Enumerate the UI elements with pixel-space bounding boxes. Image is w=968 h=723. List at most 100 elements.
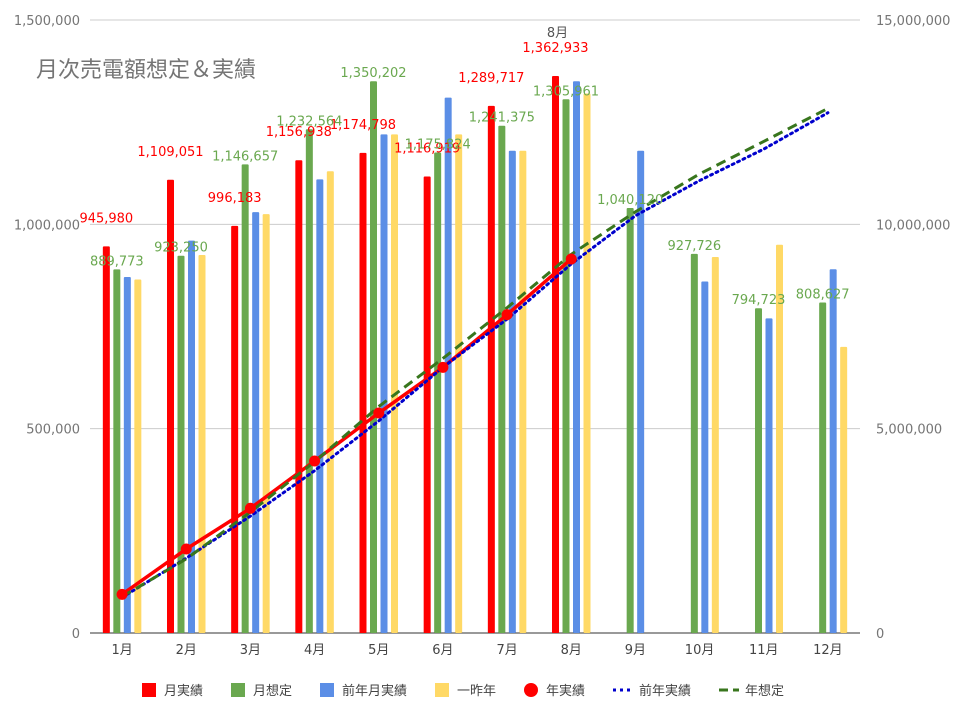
legend-label: 月実績	[164, 683, 203, 699]
bar	[326, 171, 334, 633]
gridlines	[90, 19, 860, 634]
data-label: 1,146,657	[212, 149, 278, 164]
x-axis-tick-label: 8月	[561, 643, 582, 658]
line-annual-actual	[120, 257, 573, 597]
x-axis-tick-label: 6月	[432, 643, 453, 658]
cumulative-lines	[116, 107, 830, 600]
bar	[755, 308, 762, 633]
legend-label: 年想定	[745, 683, 784, 699]
left-axis-tick-label: 1,000,000	[14, 218, 80, 233]
bar	[380, 134, 388, 633]
legend-label: 月想定	[253, 683, 292, 699]
bar	[370, 81, 377, 633]
x-axis-tick-label: 9月	[625, 643, 646, 658]
line-point	[244, 502, 256, 514]
annotation: 8月	[547, 26, 568, 41]
left-axis-tick-label: 0	[72, 627, 80, 642]
bar	[840, 346, 848, 633]
legend-label: 前年実績	[639, 683, 691, 699]
right-axis-tick-label: 10,000,000	[876, 218, 950, 233]
bar	[123, 277, 131, 633]
data-label: 1,241,375	[469, 111, 535, 126]
line-prev-year-actual	[120, 111, 830, 599]
bar	[134, 279, 142, 633]
bar	[241, 164, 249, 633]
data-label: 945,980	[79, 211, 133, 226]
data-label: 1,156,938	[266, 125, 332, 140]
chart-title: 月次売電額想定＆実績	[36, 58, 256, 83]
data-labels: 945,980 1,109,051 996,183 1,156,9381,174,79…	[79, 26, 849, 308]
bar	[262, 214, 270, 633]
data-label: 927,726	[667, 239, 721, 254]
legend: 月実績 月想定 前年月実績 一昨年 年実績 前年実績 年想定	[142, 683, 784, 699]
legend-label: 前年月実績	[342, 683, 407, 699]
line-point	[309, 455, 321, 467]
data-label: 1,350,202	[340, 66, 406, 81]
bar	[711, 257, 719, 633]
line-annual-plan	[121, 107, 829, 598]
x-axis-tick-label: 2月	[176, 643, 197, 658]
bar	[701, 281, 709, 633]
legend-swatch	[320, 683, 334, 697]
data-label: 1,040,120	[597, 193, 663, 208]
line-point	[565, 253, 577, 265]
bar	[316, 179, 324, 633]
left-axis-tick-label: 500,000	[26, 423, 80, 438]
bar	[359, 152, 367, 633]
right-axis-tick-label: 5,000,000	[876, 423, 942, 438]
legend-label: 年実績	[546, 683, 585, 699]
bar	[188, 240, 195, 633]
bar	[177, 255, 185, 634]
bar	[562, 99, 570, 634]
bar	[167, 179, 174, 633]
data-label: 923,250	[154, 241, 208, 256]
bar	[829, 269, 837, 633]
bar	[765, 318, 773, 633]
bar	[102, 246, 110, 634]
bar	[690, 253, 698, 633]
x-axis-tick-label: 3月	[240, 643, 261, 658]
line-point	[501, 309, 513, 321]
bar	[113, 269, 121, 633]
x-axis-tick-label: 7月	[496, 643, 517, 658]
data-label: 808,627	[796, 288, 850, 303]
right-axis-tick-label: 0	[876, 627, 884, 642]
bar	[295, 160, 303, 633]
bar	[434, 152, 442, 633]
line-point	[437, 361, 449, 373]
x-axis-tick-label: 12月	[813, 643, 843, 658]
data-label: 794,723	[732, 293, 786, 308]
line-point	[180, 543, 192, 555]
legend-swatch	[142, 683, 156, 697]
bar	[519, 150, 527, 634]
bar	[252, 212, 260, 633]
bar	[637, 150, 645, 634]
bar	[305, 129, 313, 633]
line-point	[116, 588, 128, 600]
bar	[391, 134, 398, 633]
x-axis-tick-label: 4月	[304, 643, 325, 658]
bar	[573, 81, 580, 634]
data-label: 1,305,961	[533, 84, 599, 99]
bar	[776, 244, 783, 633]
bar	[498, 125, 506, 634]
legend-label: 一昨年	[457, 684, 496, 699]
legend-swatch	[524, 683, 538, 697]
bar	[508, 150, 516, 634]
bar	[583, 93, 591, 633]
data-label: 1,175,824	[405, 137, 471, 152]
x-axis-tick-label: 10月	[685, 643, 715, 658]
bar	[231, 225, 239, 633]
data-label: 1,289,717	[458, 71, 524, 86]
bar	[487, 105, 495, 633]
legend-swatch	[231, 683, 245, 697]
line-point	[373, 407, 385, 419]
bar	[423, 176, 431, 633]
data-label: 996,183	[208, 191, 262, 206]
right-axis-tick-label: 15,000,000	[876, 14, 950, 29]
data-label: 1,174,798	[330, 118, 396, 133]
x-axis-tick-label: 5月	[368, 643, 389, 658]
bar	[626, 207, 634, 633]
